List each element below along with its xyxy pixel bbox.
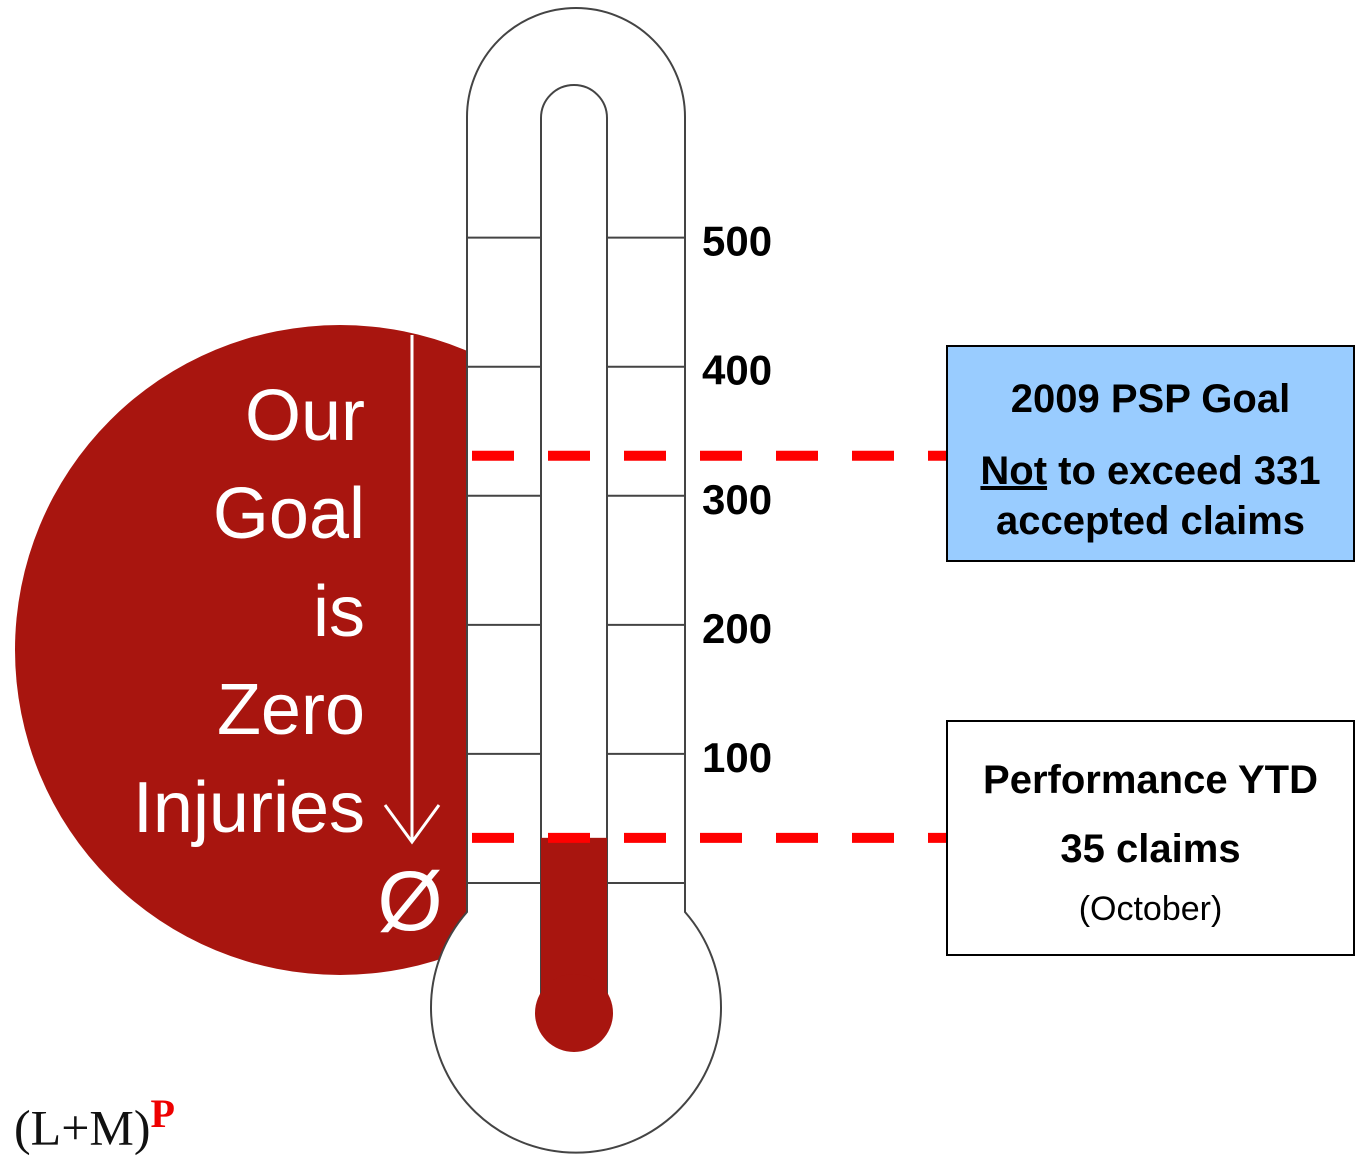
mercury-bulb bbox=[535, 974, 613, 1052]
goal-text-wrap: Not to exceed 331 accepted claims bbox=[958, 446, 1343, 546]
tick-label: 300 bbox=[702, 476, 772, 523]
slogan-line: Injuries bbox=[133, 768, 365, 848]
logo-superscript: P bbox=[151, 1091, 175, 1136]
tick-label: 400 bbox=[702, 347, 772, 394]
slogan-line: Our bbox=[245, 376, 365, 456]
actual-note: (October) bbox=[958, 890, 1343, 929]
logo-text: (L+M) bbox=[14, 1100, 151, 1156]
tick-label: 200 bbox=[702, 605, 772, 652]
chart: Our Goal is Zero InjuriesØ 100 200 300 400 500 bbox=[0, 0, 1357, 1155]
actual-box: Performance YTD 35 claims (October) bbox=[946, 720, 1355, 956]
page: Our Goal is Zero InjuriesØ 100 200 300 400 500 20… bbox=[0, 0, 1357, 1155]
goal-emphasis: Not bbox=[980, 449, 1047, 493]
zero-symbol: Ø bbox=[377, 854, 442, 948]
tick-label: 500 bbox=[702, 218, 772, 265]
actual-text: 35 claims bbox=[958, 827, 1343, 872]
slogan-line: Zero bbox=[217, 670, 365, 750]
tick-label: 100 bbox=[702, 734, 772, 781]
actual-title: Performance YTD bbox=[958, 758, 1343, 803]
slogan-line: is bbox=[313, 572, 365, 652]
logo: (L+M)P bbox=[14, 1090, 175, 1157]
goal-title: 2009 PSP Goal bbox=[958, 377, 1343, 422]
slogan-line: Goal bbox=[213, 474, 365, 554]
goal-box: 2009 PSP Goal Not to exceed 331 accepted… bbox=[946, 345, 1355, 562]
